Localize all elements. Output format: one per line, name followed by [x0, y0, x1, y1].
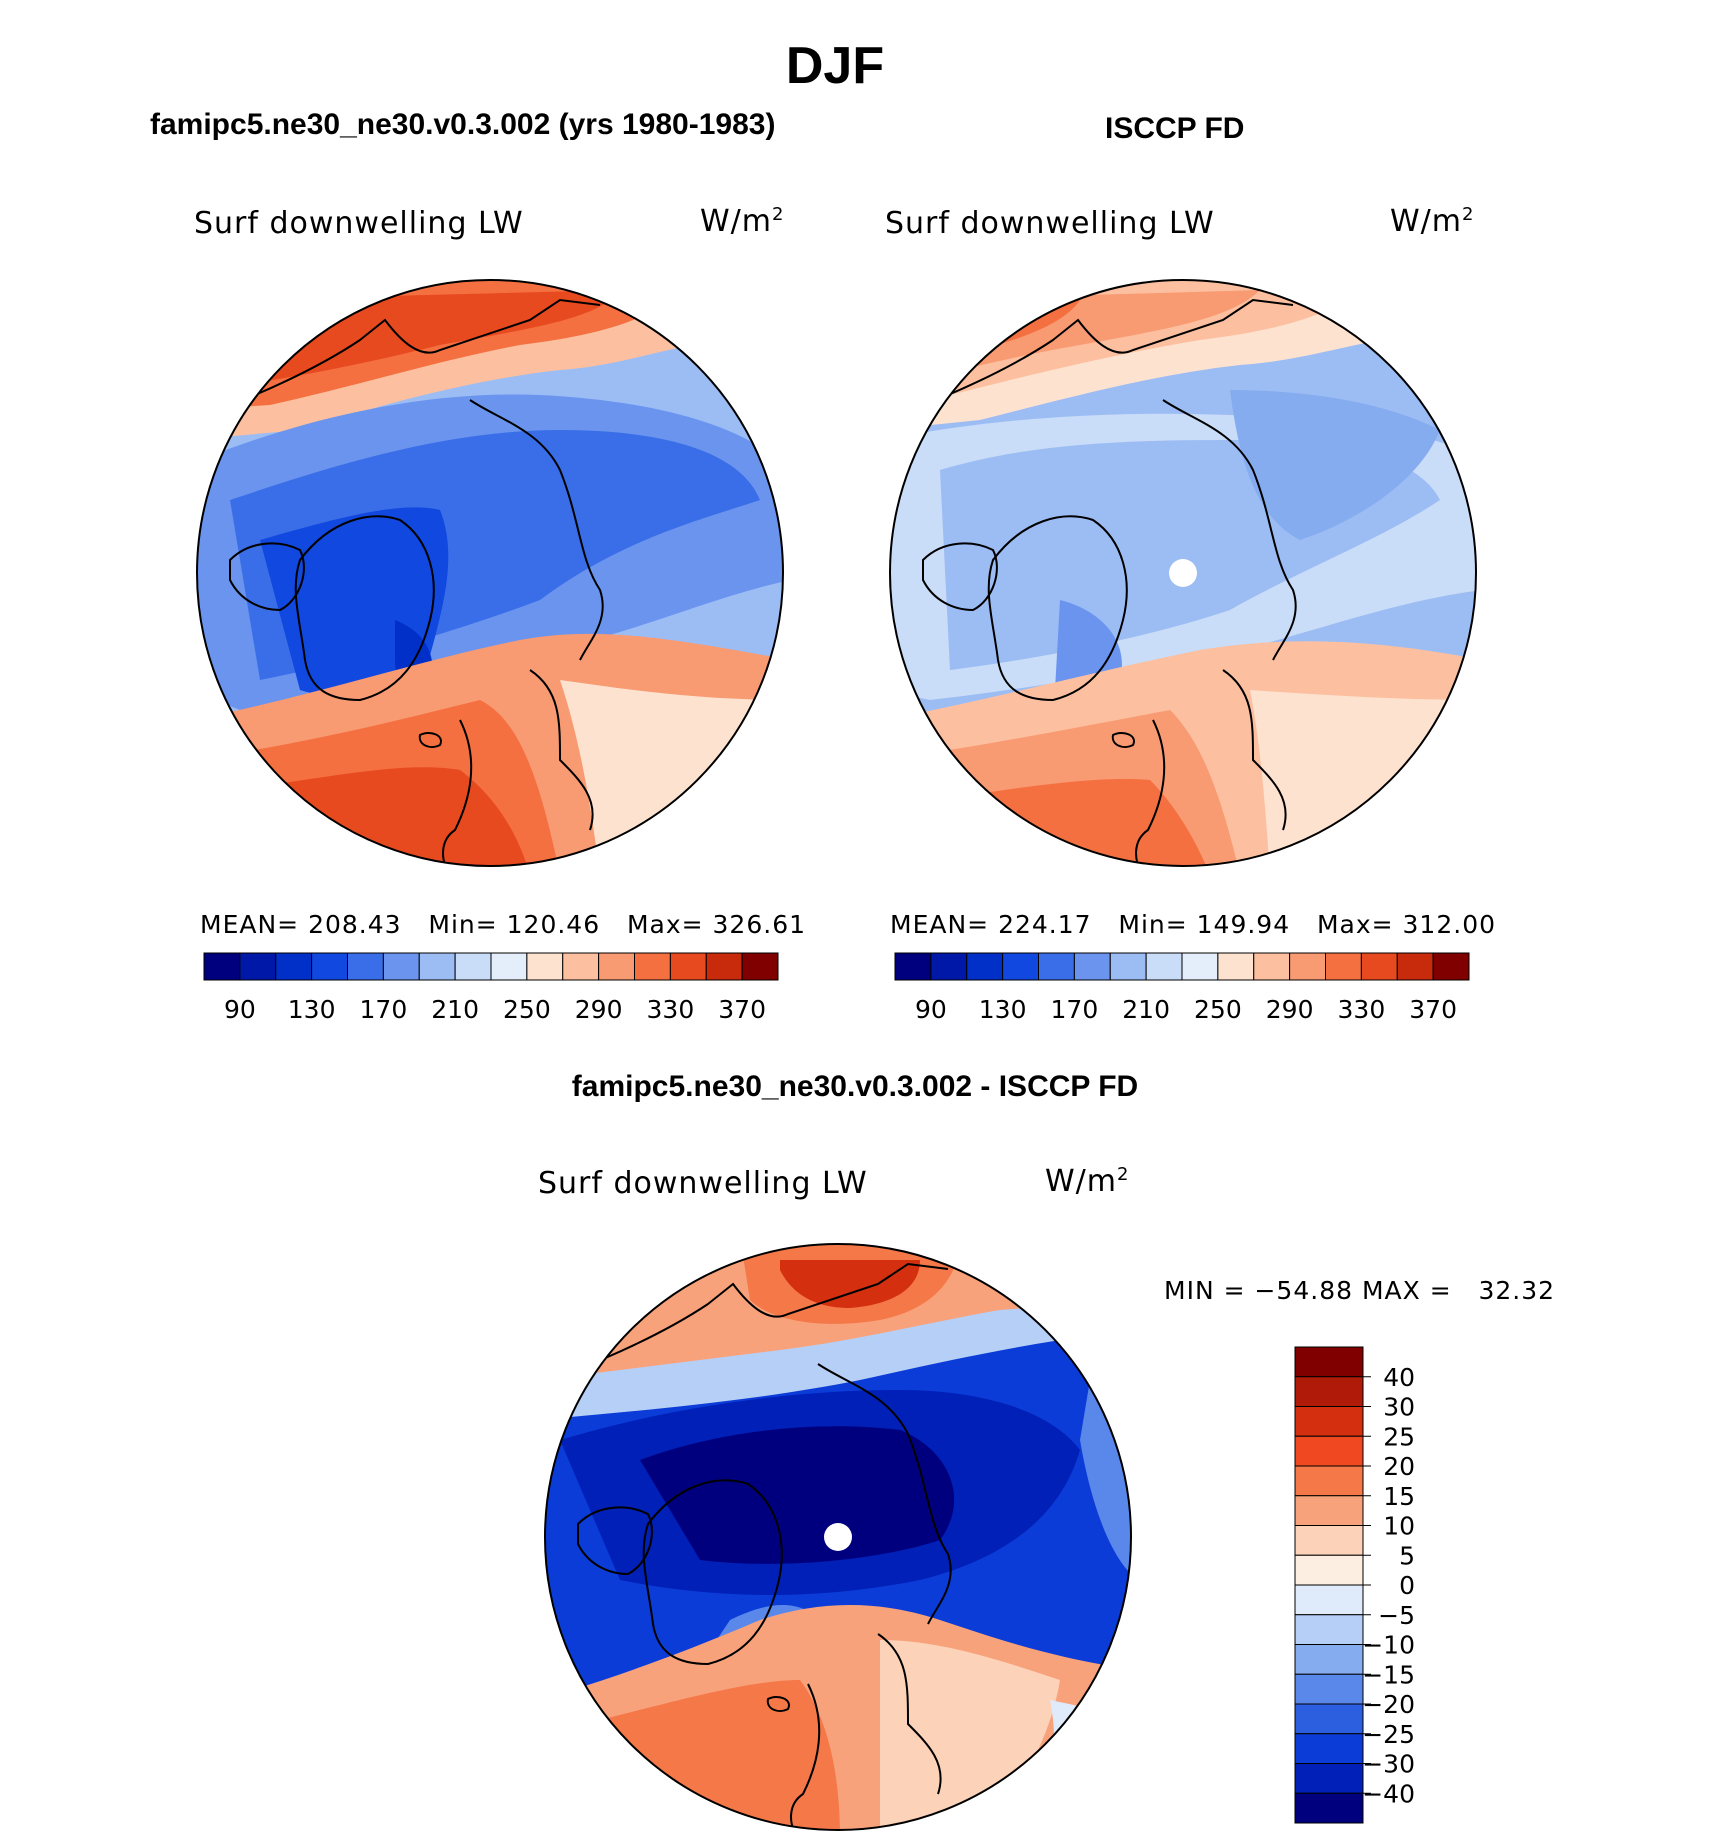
colorbar-swatch	[1294, 1733, 1364, 1764]
colorbar-tick-label: 210	[431, 995, 479, 1024]
colorbar-swatch	[1294, 1644, 1364, 1675]
colorbar-swatch	[705, 952, 743, 981]
colorbar-swatch	[1294, 1495, 1364, 1526]
colorbar-swatch	[741, 952, 779, 981]
colorbar-swatch	[1294, 1703, 1364, 1735]
colorbar-swatch	[1109, 952, 1147, 981]
colorbar-tick-label: 370	[718, 995, 766, 1024]
colorbar-tick-label: 30	[1383, 1393, 1415, 1422]
colorbar-swatch	[1294, 1525, 1364, 1556]
colorbar-swatch	[382, 952, 420, 981]
colorbar-swatch	[930, 952, 968, 981]
colorbar-swatch	[1294, 1376, 1364, 1407]
colorbar-swatch	[1294, 1346, 1364, 1378]
colorbar-swatch	[1038, 952, 1075, 981]
colorbar-swatch	[598, 952, 635, 981]
stats-diff: MIN = −54.88 MAX = 32.32	[1164, 1276, 1556, 1305]
colorbar-swatch	[311, 952, 348, 981]
colorbar-swatch	[1294, 1763, 1364, 1794]
colorbar-swatch	[1073, 952, 1111, 981]
colorbar-tick-label: 170	[1051, 995, 1099, 1024]
colorbar-tick-label: 290	[575, 995, 623, 1024]
colorbar-tick-label: −25	[1362, 1720, 1415, 1749]
colorbar-swatch	[490, 952, 528, 981]
colorbar-model: 90 130 170 210 250 290 330 370	[203, 952, 779, 1024]
panel-title-obs: ISCCP FD	[1105, 112, 1245, 145]
colorbar-swatch	[239, 952, 277, 981]
variable-label-model: Surf downwelling LW	[194, 206, 524, 241]
colorbar-tick-label: 250	[1194, 995, 1242, 1024]
colorbar-tick-label: −20	[1362, 1690, 1415, 1719]
panel-title-model: famipc5.ne30_ne30.v0.3.002 (yrs 1980-198…	[150, 108, 776, 141]
colorbar-swatch	[966, 952, 1004, 981]
colorbar-tick-label: 15	[1383, 1482, 1415, 1511]
variable-label-diff: Surf downwelling LW	[538, 1166, 868, 1201]
colorbar-swatch	[1360, 952, 1398, 981]
colorbar-swatch	[1396, 952, 1434, 981]
colorbar-swatch	[203, 952, 241, 981]
colorbar-swatch	[1289, 952, 1326, 981]
page-title: DJF	[785, 37, 885, 95]
colorbar-tick-label: 130	[288, 995, 336, 1024]
colorbar-tick-label: 330	[1338, 995, 1386, 1024]
colorbar-swatch	[1294, 1435, 1364, 1467]
colorbar-swatch	[1253, 952, 1291, 981]
colorbar-swatch	[894, 952, 932, 981]
colorbar-swatch	[1145, 952, 1183, 981]
colorbar-tick-label: 0	[1399, 1571, 1415, 1600]
colorbar-tick-label: 90	[915, 995, 947, 1024]
colorbar-tick-label: −15	[1362, 1660, 1415, 1689]
units-label-obs: W/m2	[1390, 204, 1475, 239]
colorbar-swatch	[347, 952, 384, 981]
colorbar-tick-label: −5	[1378, 1601, 1415, 1630]
colorbar-swatch	[1294, 1673, 1364, 1705]
colorbar-tick-label: 25	[1383, 1422, 1415, 1451]
colorbar-tick-label: 5	[1399, 1541, 1415, 1570]
colorbar-swatch	[1294, 1614, 1364, 1645]
units-label-diff: W/m2	[1045, 1164, 1130, 1199]
colorbar-tick-label: 10	[1383, 1512, 1415, 1541]
colorbar-swatch	[1294, 1406, 1364, 1437]
colorbar-swatch	[562, 952, 600, 981]
colorbar-swatch	[1217, 952, 1255, 981]
colorbar-tick-label: 20	[1383, 1452, 1415, 1481]
colorbar-swatch	[1181, 952, 1219, 981]
colorbar-swatch	[1294, 1792, 1364, 1824]
colorbar-swatch	[1002, 952, 1039, 981]
colorbar-tick-label: 130	[979, 995, 1027, 1024]
colorbar-tick-label: 210	[1122, 995, 1170, 1024]
colorbar-tick-label: 90	[224, 995, 256, 1024]
colorbar-swatch	[275, 952, 313, 981]
colorbar-swatch	[418, 952, 456, 981]
colorbar-swatch	[454, 952, 492, 981]
colorbar-swatch	[1325, 952, 1362, 981]
colorbar-tick-label: −10	[1362, 1631, 1415, 1660]
colorbar-tick-label: −30	[1362, 1750, 1415, 1779]
colorbar-tick-label: 170	[360, 995, 408, 1024]
stats-obs: MEAN= 224.17 Min= 149.94 Max= 312.00	[890, 910, 1497, 939]
colorbar-tick-label: −40	[1362, 1779, 1415, 1808]
map-model	[196, 279, 784, 867]
colorbar-tick-label: 290	[1266, 995, 1314, 1024]
colorbar-swatch	[526, 952, 564, 981]
map-diff	[544, 1243, 1132, 1831]
stats-model: MEAN= 208.43 Min= 120.46 Max= 326.61	[200, 910, 807, 939]
colorbar-tick-label: 370	[1409, 995, 1457, 1024]
colorbar-swatch	[1294, 1465, 1364, 1497]
variable-label-obs: Surf downwelling LW	[885, 206, 1215, 241]
colorbar-obs: 90 130 170 210 250 290 330 370	[894, 952, 1470, 1024]
colorbar-swatch	[634, 952, 671, 981]
colorbar-tick-label: 250	[503, 995, 551, 1024]
colorbar-tick-label: 330	[647, 995, 695, 1024]
units-label-model: W/m2	[700, 204, 785, 239]
colorbar-swatch	[1432, 952, 1470, 981]
colorbar-swatch	[1294, 1554, 1364, 1586]
colorbar-swatch	[669, 952, 707, 981]
colorbar-tick-label: 40	[1383, 1363, 1415, 1392]
colorbar-swatch	[1294, 1584, 1364, 1616]
map-obs	[889, 279, 1477, 867]
panel-title-diff: famipc5.ne30_ne30.v0.3.002 - ISCCP FD	[571, 1070, 1139, 1103]
